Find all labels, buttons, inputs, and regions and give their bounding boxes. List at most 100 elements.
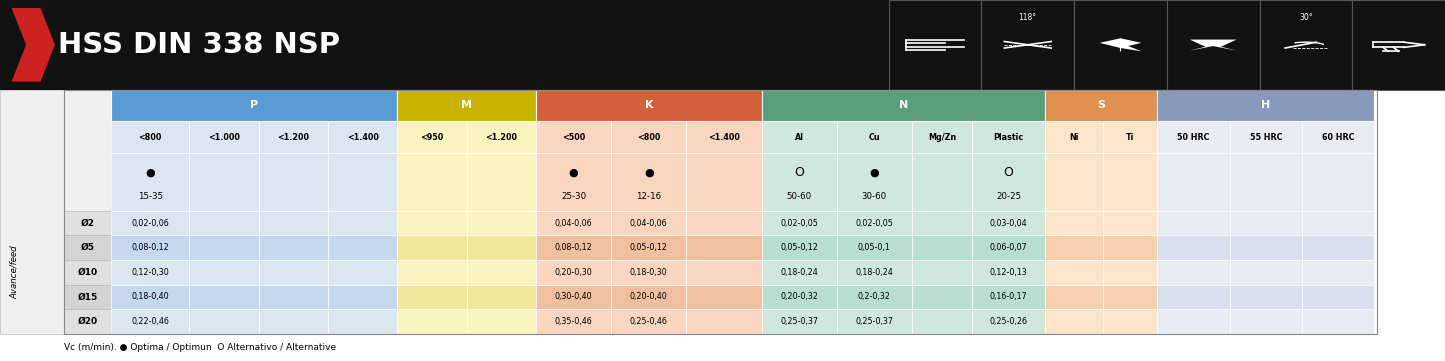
- Bar: [328, 285, 397, 309]
- Bar: [397, 285, 467, 309]
- Bar: [1230, 211, 1302, 235]
- Bar: [981, 0, 1074, 90]
- Bar: [762, 309, 837, 334]
- Bar: [686, 235, 762, 260]
- Bar: [1168, 0, 1260, 90]
- Text: 0,05-0,12: 0,05-0,12: [780, 243, 818, 252]
- Bar: [1157, 211, 1230, 235]
- Text: Ø20: Ø20: [78, 317, 97, 326]
- Bar: [1045, 235, 1103, 260]
- Bar: [686, 211, 762, 235]
- Text: 0,18-0,24: 0,18-0,24: [780, 268, 818, 277]
- Bar: [972, 235, 1045, 260]
- Bar: [1302, 285, 1374, 309]
- Bar: [972, 309, 1045, 334]
- Bar: [64, 285, 111, 309]
- Bar: [972, 121, 1045, 153]
- Bar: [611, 309, 686, 334]
- Bar: [1103, 309, 1157, 334]
- Bar: [1074, 0, 1166, 90]
- Bar: [397, 121, 467, 153]
- Bar: [1103, 153, 1157, 211]
- Text: 25-30: 25-30: [561, 192, 587, 201]
- Bar: [64, 260, 111, 285]
- Text: <1.200: <1.200: [486, 133, 517, 142]
- Bar: [189, 121, 259, 153]
- Bar: [611, 260, 686, 285]
- Bar: [1230, 285, 1302, 309]
- Bar: [762, 153, 837, 211]
- Bar: [536, 121, 611, 153]
- Text: <800: <800: [637, 133, 660, 142]
- Text: 12-16: 12-16: [636, 192, 662, 201]
- Bar: [467, 153, 536, 211]
- Bar: [686, 121, 762, 153]
- Text: 0,12-0,13: 0,12-0,13: [990, 268, 1027, 277]
- Bar: [1302, 235, 1374, 260]
- Text: 0,04-0,06: 0,04-0,06: [630, 219, 668, 228]
- Text: Cu: Cu: [868, 133, 880, 142]
- Bar: [397, 260, 467, 285]
- Bar: [762, 285, 837, 309]
- Text: S: S: [1097, 100, 1105, 110]
- Bar: [1045, 121, 1103, 153]
- Bar: [1230, 121, 1302, 153]
- Bar: [536, 90, 762, 121]
- Text: <1.200: <1.200: [277, 133, 309, 142]
- Text: Ni: Ni: [1069, 133, 1078, 142]
- Bar: [837, 211, 912, 235]
- Bar: [111, 235, 189, 260]
- Bar: [686, 285, 762, 309]
- Text: Plastic: Plastic: [994, 133, 1023, 142]
- Bar: [259, 309, 328, 334]
- Bar: [467, 121, 536, 153]
- Bar: [1157, 235, 1230, 260]
- Bar: [328, 121, 397, 153]
- Text: Ø5: Ø5: [81, 243, 94, 252]
- Polygon shape: [12, 8, 55, 82]
- Bar: [762, 121, 837, 153]
- Bar: [259, 260, 328, 285]
- Bar: [64, 90, 1377, 334]
- Bar: [1230, 153, 1302, 211]
- Bar: [1045, 260, 1103, 285]
- Text: 0,05-0,12: 0,05-0,12: [630, 243, 668, 252]
- Bar: [328, 153, 397, 211]
- Text: <500: <500: [562, 133, 585, 142]
- Bar: [189, 235, 259, 260]
- Bar: [259, 285, 328, 309]
- Bar: [189, 285, 259, 309]
- Bar: [1045, 309, 1103, 334]
- Bar: [611, 121, 686, 153]
- Text: H: H: [1261, 100, 1270, 110]
- Bar: [397, 90, 536, 121]
- Text: 60 HRC: 60 HRC: [1322, 133, 1354, 142]
- Bar: [1045, 90, 1157, 121]
- Text: Ø10: Ø10: [78, 268, 97, 277]
- Bar: [1103, 285, 1157, 309]
- Bar: [111, 211, 189, 235]
- Bar: [972, 260, 1045, 285]
- Bar: [397, 211, 467, 235]
- Bar: [912, 309, 972, 334]
- Text: 0,18-0,24: 0,18-0,24: [855, 268, 893, 277]
- Bar: [1103, 121, 1157, 153]
- Text: Al: Al: [795, 133, 803, 142]
- Text: 0,06-0,07: 0,06-0,07: [990, 243, 1027, 252]
- Bar: [536, 235, 611, 260]
- Text: 0,20-0,30: 0,20-0,30: [555, 268, 592, 277]
- Text: ●: ●: [644, 168, 653, 178]
- Bar: [762, 235, 837, 260]
- Text: 0,25-0,26: 0,25-0,26: [990, 317, 1027, 326]
- Text: 0,25-0,46: 0,25-0,46: [630, 317, 668, 326]
- Text: Vc (m/min). ● Optima / Optimun  O Alternativo / Alternative: Vc (m/min). ● Optima / Optimun O Alterna…: [64, 343, 335, 352]
- Bar: [912, 285, 972, 309]
- Text: 0,20-0,32: 0,20-0,32: [780, 292, 818, 301]
- Bar: [1230, 260, 1302, 285]
- Text: <800: <800: [139, 133, 162, 142]
- Text: Ti: Ti: [1126, 133, 1134, 142]
- Text: 0,08-0,12: 0,08-0,12: [131, 243, 169, 252]
- Bar: [1302, 153, 1374, 211]
- Text: 0,03-0,04: 0,03-0,04: [990, 219, 1027, 228]
- Text: M: M: [461, 100, 473, 110]
